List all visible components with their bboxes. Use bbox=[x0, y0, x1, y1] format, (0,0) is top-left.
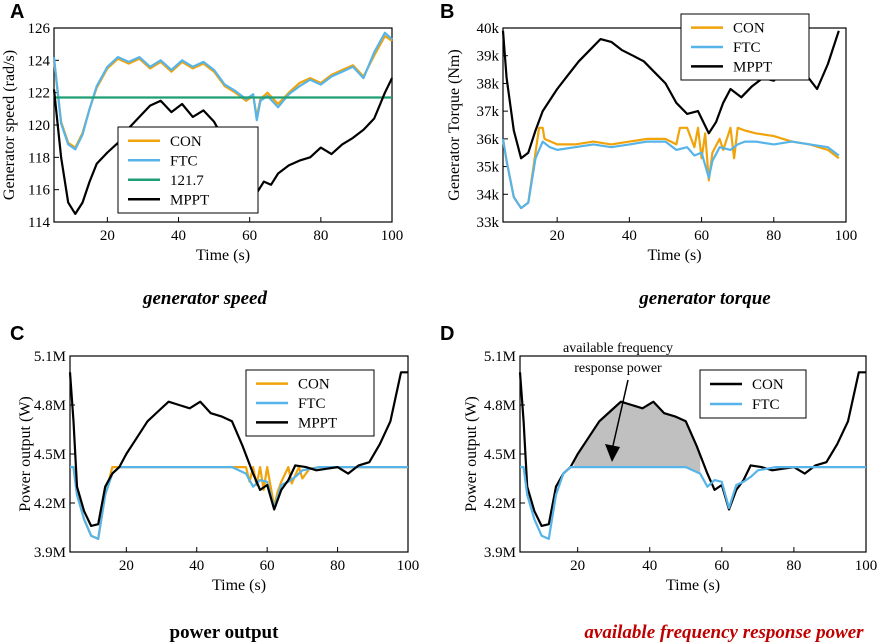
panel-a-ytick-label-2: 118 bbox=[28, 150, 50, 166]
panel-a-generator-speed: 20 40 60 80 100 114 116 118 120 122 124 126 Time (s)… bbox=[1, 21, 403, 264]
panel-d-series-con bbox=[518, 371, 866, 527]
panel-c-xaxis-label: Time (s) bbox=[212, 577, 266, 594]
panel-label-b: B bbox=[440, 1, 454, 23]
panel-a-series-ftc bbox=[52, 31, 393, 151]
panel-d-ytick-label-2: 4.5M bbox=[484, 447, 516, 463]
panel-a-ytick-label-1: 116 bbox=[28, 183, 50, 199]
panel-d-xtick-label-100: 100 bbox=[855, 558, 878, 574]
panel-d-legend-label-con: CON bbox=[752, 377, 784, 393]
panel-label-c: C bbox=[10, 323, 24, 345]
panel-d-ytick-label-1: 4.2M bbox=[484, 496, 516, 512]
panel-d-shaded-area bbox=[574, 401, 701, 474]
panel-b-xtick-label-40: 40 bbox=[622, 228, 637, 244]
panel-a-legend-label-con: CON bbox=[170, 134, 202, 150]
panel-d-xtick-label-60: 60 bbox=[714, 558, 729, 574]
panel-a-xtick-label-100: 100 bbox=[381, 228, 404, 244]
panel-d-xtick-label-20: 20 bbox=[570, 558, 585, 574]
panel-c-xtick-label-40: 40 bbox=[189, 558, 204, 574]
panel-c-yaxis-label: Power output (W) bbox=[17, 396, 34, 512]
panel-b-series-con bbox=[501, 126, 840, 210]
panel-a-ytick-label-6: 126 bbox=[28, 21, 51, 37]
panel-b-legend-label-ftc: FTC bbox=[733, 40, 761, 56]
panel-b-xtick-label-80: 80 bbox=[766, 228, 781, 244]
panel-c-series-con bbox=[70, 466, 408, 540]
panel-b-ytick-label-1: 34k bbox=[477, 187, 500, 203]
panel-b-ytick-label-0: 33k bbox=[477, 215, 500, 231]
panel-a-xaxis-label: Time (s) bbox=[196, 247, 250, 264]
panel-d-available-frequency-response-power: 20 40 60 80 100 3.9M 4.2M 4.5M 4.8M 5.1M Time (s) P… bbox=[463, 341, 877, 594]
panel-a-xtick-label-40: 40 bbox=[171, 228, 186, 244]
panel-d-xaxis-label: Time (s) bbox=[666, 577, 720, 594]
panel-d-ytick-label-3: 4.8M bbox=[484, 398, 516, 414]
panel-b-ytick-label-4: 37k bbox=[477, 104, 500, 120]
caption-available-frequency-response-power: available frequency response power bbox=[584, 622, 864, 643]
panel-c-ytick-label-4: 5.1M bbox=[34, 349, 66, 365]
panel-d-annotation-arrow-shaft bbox=[611, 379, 629, 451]
caption-power-output: power output bbox=[170, 622, 280, 643]
panel-c-ytick-label-3: 4.8M bbox=[34, 398, 66, 414]
panel-b-legend-label-mppt: MPPT bbox=[733, 59, 772, 75]
panel-d-xtick-label-40: 40 bbox=[642, 558, 657, 574]
panel-c-legend-label-ftc: FTC bbox=[298, 396, 326, 412]
panel-b-legend-label-con: CON bbox=[733, 21, 765, 37]
panel-c-legend-label-mppt: MPPT bbox=[298, 415, 337, 431]
panel-c-ytick-label-0: 3.9M bbox=[34, 545, 66, 561]
panel-b-ytick-label-2: 35k bbox=[477, 160, 500, 176]
panel-d-series-ftc bbox=[520, 466, 866, 540]
panel-b-xtick-label-100: 100 bbox=[835, 228, 858, 244]
panel-c-series-ftc bbox=[70, 466, 408, 540]
caption-generator-speed: generator speed bbox=[142, 288, 268, 309]
panel-b-xaxis-label: Time (s) bbox=[647, 247, 701, 264]
panel-d-ytick-label-0: 3.9M bbox=[484, 545, 516, 561]
panel-d-annotation-line-2: response power bbox=[574, 361, 662, 376]
panel-b-xtick-label-20: 20 bbox=[550, 228, 565, 244]
panel-c-series-mppt bbox=[68, 371, 408, 527]
panel-c-ytick-label-1: 4.2M bbox=[34, 496, 66, 512]
panel-d-legend-label-ftc: FTC bbox=[752, 397, 780, 413]
panel-d-annotation-arrow-head bbox=[605, 444, 620, 462]
panel-a-legend-label-121-7: 121.7 bbox=[170, 173, 204, 189]
panel-a-xtick-label-80: 80 bbox=[313, 228, 328, 244]
panel-b-ytick-label-7: 40k bbox=[477, 21, 500, 37]
panel-a-ytick-label-0: 114 bbox=[28, 215, 50, 231]
panel-c-legend-label-con: CON bbox=[298, 377, 330, 393]
panel-a-legend-label-mppt: MPPT bbox=[170, 192, 209, 208]
panel-b-series-ftc bbox=[501, 138, 840, 210]
panel-a-ytick-label-3: 120 bbox=[28, 118, 51, 134]
panel-c-xtick-label-100: 100 bbox=[397, 558, 420, 574]
panel-d-annotation-line-1: available frequency bbox=[563, 341, 673, 356]
panel-a-xtick-label-60: 60 bbox=[242, 228, 257, 244]
panel-b-yaxis-label: Generator Torque (Nm) bbox=[446, 49, 463, 200]
panel-b-legend-box bbox=[680, 13, 810, 81]
panel-c-xtick-label-60: 60 bbox=[260, 558, 275, 574]
panel-b-ytick-label-6: 39k bbox=[477, 49, 500, 65]
panel-a-yaxis-label: Generator speed (rad/s) bbox=[1, 50, 18, 200]
panel-b-axes-frame bbox=[502, 27, 847, 223]
panel-d-xtick-label-80: 80 bbox=[786, 558, 801, 574]
panel-d-yaxis-label: Power output (W) bbox=[463, 396, 480, 512]
panel-a-ytick-label-4: 122 bbox=[28, 86, 51, 102]
panel-d-ytick-label-4: 5.1M bbox=[484, 349, 516, 365]
panel-d-legend-box bbox=[699, 369, 807, 419]
panel-c-ytick-label-2: 4.5M bbox=[34, 447, 66, 463]
panel-a-ytick-label-5: 124 bbox=[28, 53, 51, 69]
panel-b-ytick-label-5: 38k bbox=[477, 76, 500, 92]
panel-c-power-output: 20 40 60 80 100 3.9M 4.2M 4.5M 4.8M 5.1M Time (s) P… bbox=[17, 349, 419, 594]
panel-c-xtick-label-20: 20 bbox=[119, 558, 134, 574]
panel-c-xtick-label-80: 80 bbox=[330, 558, 345, 574]
panel-a-legend-label-ftc: FTC bbox=[170, 153, 198, 169]
panel-a-xtick-label-20: 20 bbox=[100, 228, 115, 244]
panel-label-d: D bbox=[440, 323, 454, 345]
panel-label-a: A bbox=[10, 1, 24, 23]
panel-b-generator-torque: 20 40 60 80 100 33k 34k 35k 36k 37k 38k 39k 40k Time … bbox=[446, 13, 858, 264]
panel-b-xtick-label-60: 60 bbox=[694, 228, 709, 244]
panel-b-ytick-label-3: 36k bbox=[477, 132, 500, 148]
caption-generator-torque: generator torque bbox=[638, 288, 771, 309]
